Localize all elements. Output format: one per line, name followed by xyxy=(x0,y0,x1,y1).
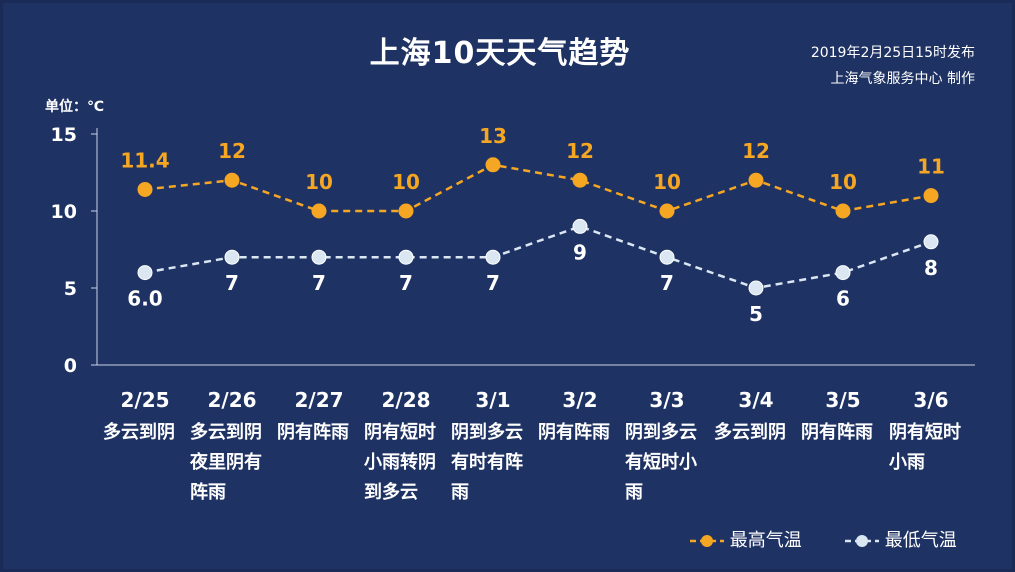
high-temp-label: 10 xyxy=(305,170,333,194)
y-tick-label: 10 xyxy=(51,201,77,223)
low-temp-label: 6.0 xyxy=(127,287,162,311)
low-temp-point xyxy=(398,249,414,265)
high-temp-label: 12 xyxy=(566,139,594,163)
category-column: 3/6 阴有短时 小雨 xyxy=(889,388,973,478)
high-temp-label: 10 xyxy=(829,170,857,194)
high-temp-label: 10 xyxy=(392,170,420,194)
low-temp-point xyxy=(748,280,764,296)
legend-low: 最低气温 xyxy=(845,526,957,552)
category-column: 3/3 阴到多云 有短时小雨 xyxy=(625,388,709,508)
low-temp-label: 9 xyxy=(573,240,587,264)
category-column: 3/5 阴有阵雨 xyxy=(801,388,885,448)
high-temp-point xyxy=(311,203,327,219)
category-column: 2/27 阴有阵雨 xyxy=(277,388,361,448)
weather-description: 阴有短时 小雨 xyxy=(889,422,961,473)
low-temp-label: 7 xyxy=(225,271,239,295)
category-column: 3/2 阴有阵雨 xyxy=(538,388,622,448)
category-column: 2/25 多云到阴 xyxy=(103,388,187,448)
low-temp-label: 7 xyxy=(486,271,500,295)
y-tick-label: 15 xyxy=(51,124,77,146)
legend-high-label: 最高气温 xyxy=(729,530,802,551)
low-temp-label: 8 xyxy=(924,256,938,280)
high-temp-point xyxy=(835,203,851,219)
low-temp-point xyxy=(224,249,240,265)
weather-description: 阴有短时 小雨转阴 到多云 xyxy=(364,422,436,503)
x-tick-label: 3/5 xyxy=(825,388,861,412)
low-temp-point xyxy=(485,249,501,265)
x-tick-label: 2/25 xyxy=(120,388,170,412)
publish-time: 2019年2月25日15时发布 xyxy=(810,45,975,61)
legend-high: 最高气温 xyxy=(690,526,802,552)
high-temp-label: 12 xyxy=(218,139,246,163)
high-temp-line xyxy=(144,163,932,213)
category-column: 3/1 阴到多云 有时有阵雨 xyxy=(451,388,535,508)
category-column: 2/26 多云到阴 夜里阴有 阵雨 xyxy=(190,388,274,508)
x-tick-label: 2/26 xyxy=(207,388,257,412)
x-tick-label: 3/2 xyxy=(562,388,598,412)
legend-low-label: 最低气温 xyxy=(884,530,957,551)
high-temp-point xyxy=(398,203,414,219)
weather-description: 阴到多云 有时有阵雨 xyxy=(451,422,523,503)
x-tick-label: 3/4 xyxy=(738,388,774,412)
weather-description: 多云到阴 xyxy=(714,422,786,443)
x-tick-label: 3/1 xyxy=(475,388,511,412)
publisher: 上海气象服务中心 制作 xyxy=(830,71,975,87)
chart-title: 上海10天天气趋势 xyxy=(369,36,631,71)
weather-description: 多云到阴 xyxy=(103,422,175,443)
y-tick-label: 5 xyxy=(64,278,77,300)
weather-description: 阴有阵雨 xyxy=(538,422,610,443)
low-temp-point xyxy=(311,249,327,265)
y-tick-label: 0 xyxy=(64,355,77,377)
low-temp-point xyxy=(835,265,851,281)
x-tick-label: 2/28 xyxy=(381,388,431,412)
high-temp-point xyxy=(137,181,153,197)
high-temp-point xyxy=(485,157,501,173)
high-temp-point xyxy=(923,188,939,204)
high-temp-label: 10 xyxy=(653,170,681,194)
weather-description: 阴有阵雨 xyxy=(277,422,349,443)
high-temp-label: 11 xyxy=(917,155,945,179)
low-temp-point xyxy=(572,218,588,234)
category-column: 3/4 多云到阴 xyxy=(714,388,798,448)
low-temp-point xyxy=(923,234,939,250)
legend-low-marker xyxy=(845,535,879,547)
high-temp-point xyxy=(224,172,240,188)
low-temp-label: 5 xyxy=(749,302,763,326)
high-temp-label: 12 xyxy=(742,139,770,163)
low-temp-label: 7 xyxy=(399,271,413,295)
unit-label: 单位：℃ xyxy=(45,99,104,115)
x-tick-label: 2/27 xyxy=(294,388,344,412)
legend-high-marker xyxy=(690,535,724,547)
low-temp-line xyxy=(144,225,932,290)
weather-description: 多云到阴 夜里阴有 阵雨 xyxy=(190,422,262,503)
publish-info: 2019年2月25日15时发布 上海气象服务中心 制作 xyxy=(811,40,975,92)
low-temp-point xyxy=(659,249,675,265)
weather-description: 阴有阵雨 xyxy=(801,422,873,443)
high-temp-point xyxy=(659,203,675,219)
category-column: 2/28 阴有短时 小雨转阴 到多云 xyxy=(364,388,448,508)
low-temp-point xyxy=(137,265,153,281)
x-tick-label: 3/6 xyxy=(913,388,949,412)
low-temp-label: 7 xyxy=(312,271,326,295)
high-temp-point xyxy=(572,172,588,188)
high-temp-label: 11.4 xyxy=(120,148,169,172)
low-temp-label: 6 xyxy=(836,287,850,311)
x-tick-label: 3/3 xyxy=(649,388,685,412)
weather-description: 阴到多云 有短时小雨 xyxy=(625,422,697,503)
high-temp-point xyxy=(748,172,764,188)
low-temp-label: 7 xyxy=(660,271,674,295)
high-temp-label: 13 xyxy=(479,124,507,148)
